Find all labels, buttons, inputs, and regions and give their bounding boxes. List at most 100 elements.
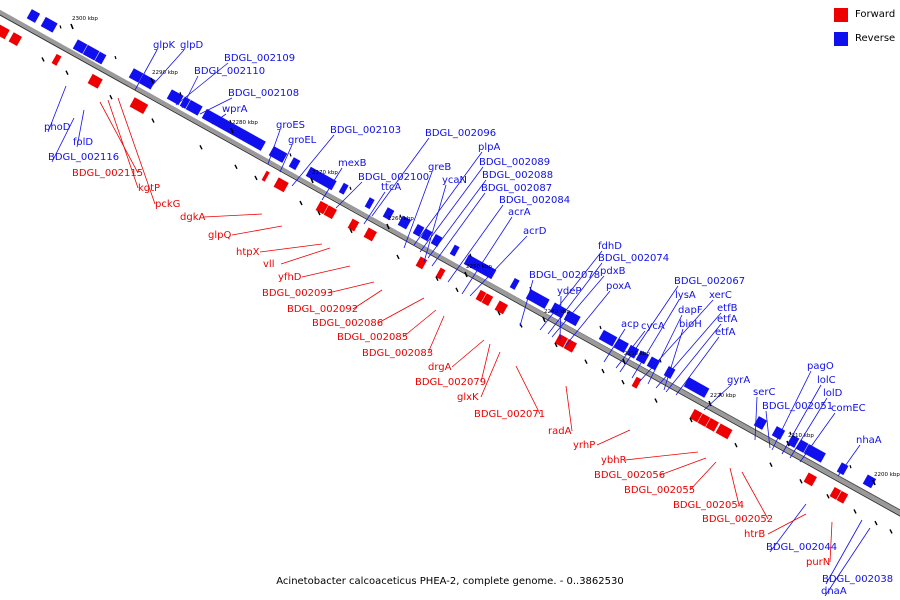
reverse-gene-label-19: BDGL_002084 [499,195,570,206]
forward-leader-11 [402,309,437,338]
scale-tick-0 [70,23,74,30]
reverse-gene-label-5: wprA [222,104,248,115]
forward-gene-12 [434,266,447,281]
scale-tick-label-1: 2290 kbp [152,70,178,76]
forward-leader-6 [280,247,331,265]
reverse-leader-0 [134,49,158,91]
forward-leader-24 [767,513,807,535]
backbone-edge [0,14,900,517]
reverse-gene-label-10: mexB [338,158,367,169]
reverse-marker-4 [289,153,292,157]
reverse-gene-label-51: dnaA [821,586,847,597]
reverse-gene-label-11: plpA [478,142,500,153]
reverse-gene-label-22: fdhD [598,241,622,252]
forward-gene-label-10: BDGL_002086 [312,318,383,329]
reverse-gene-label-32: etfB [717,303,738,314]
forward-gene-11 [414,255,428,270]
reverse-gene-label-40: serC [753,387,775,398]
reverse-gene-label-2: BDGL_002109 [224,53,295,64]
reverse-gene-label-45: nhaA [856,435,882,446]
marker-dot-2 [109,94,113,100]
reverse-gene-17 [397,214,412,231]
forward-leader-14 [480,343,491,383]
forward-gene-label-25: purN [806,557,830,568]
legend-reverse: Reverse [834,31,900,46]
reverse-gene-label-7: BDGL_002103 [330,125,401,136]
reverse-gene-label-13: BDGL_002089 [479,157,550,168]
forward-leader-10 [377,297,425,324]
forward-gene-label-2: pckG [155,199,180,210]
forward-leader-1 [107,99,139,189]
reverse-marker-6 [399,214,402,218]
reverse-gene-31 [646,355,661,372]
reverse-gene-1 [40,16,59,34]
reverse-gene-label-42: BDGL_002051 [762,401,833,412]
forward-gene-label-4: glpQ [208,230,231,241]
marker-dot-23 [799,479,803,484]
marker-dot-5 [234,164,238,170]
reverse-gene-label-27: poxA [606,281,631,292]
forward-gene-1 [7,31,23,47]
reverse-leader-26 [559,295,562,341]
reverse-gene-4 [94,50,108,66]
reverse-leader-1 [149,49,185,89]
reverse-gene-label-17: ttcA [381,182,401,193]
reverse-gene-label-6: groES [276,120,305,131]
reverse-gene-label-29: lysA [675,290,696,301]
forward-leader-16 [515,365,541,415]
forward-gene-label-9: BDGL_002092 [287,304,358,315]
reverse-leader-45 [837,444,861,477]
forward-gene-label-15: glxK [457,392,479,403]
reverse-leader-43 [789,397,828,459]
scale-tick-1 [150,77,154,84]
reverse-marker-7 [469,253,472,257]
reverse-gene-14 [338,182,350,196]
reverse-leader-23 [547,262,603,335]
marker-dot-3 [151,118,155,123]
reverse-gene-label-33: etfA [717,314,738,325]
legend: Forward Reverse [834,7,900,55]
reverse-marker-12 [789,431,792,435]
reverse-gene-label-26: ydeP [557,286,581,297]
reverse-marker-1 [114,55,117,60]
reverse-gene-label-39: pagO [807,361,834,372]
reverse-leader-51 [824,527,871,597]
forward-gene-label-12: BDGL_002083 [362,348,433,359]
forward-gene-label-21: BDGL_002055 [624,485,695,496]
reverse-swatch [834,31,848,46]
marker-dot-18 [621,379,625,385]
forward-gene-3 [86,73,104,90]
reverse-leader-17 [363,191,386,225]
forward-leader-8 [327,281,375,294]
reverse-gene-label-14: BDGL_002100 [358,172,429,183]
reverse-gene-label-31: dapF [678,305,703,316]
reverse-gene-15 [364,196,376,210]
marker-dot-1 [65,70,69,76]
reverse-gene-label-15: BDGL_002088 [482,170,553,181]
reverse-gene-label-1: glpD [180,40,203,51]
forward-gene-9 [346,217,360,233]
reverse-leader-49 [769,503,807,553]
scale-tick-label-10: 2200 kbp [874,472,900,478]
reverse-leader-50 [825,519,863,585]
reverse-gene-12 [288,156,302,171]
reverse-leader-3 [181,75,199,109]
reverse-leader-15 [427,179,487,259]
forward-leader-20 [659,457,707,476]
reverse-gene-18 [412,223,426,238]
forward-leader-22 [729,467,740,506]
reverse-leader-21 [469,235,528,297]
forward-gene-14 [480,292,494,307]
forward-gene-5 [260,170,271,183]
reverse-gene-label-28: BDGL_002067 [674,276,745,287]
forward-swatch [834,7,848,22]
reverse-gene-24 [525,288,551,310]
marker-dot-24 [826,494,830,499]
marker-dot-17 [601,368,605,374]
reverse-leader-18 [431,192,486,267]
forward-leader-23 [741,471,769,520]
forward-gene-label-23: BDGL_002052 [702,514,773,525]
reverse-leader-33 [665,323,722,393]
scale-tick-label-3: 2270 kbp [312,170,338,176]
